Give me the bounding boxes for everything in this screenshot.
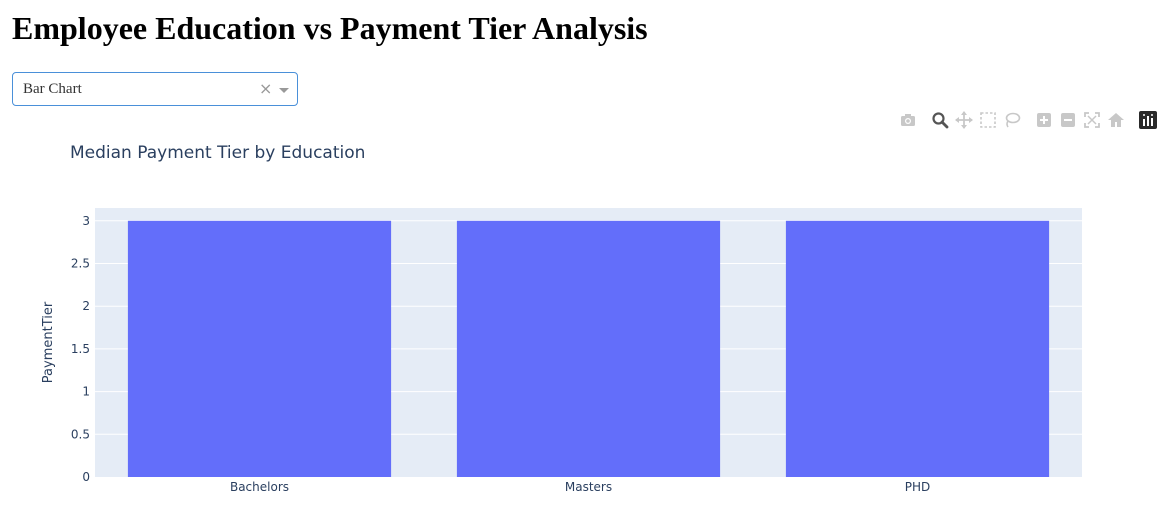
y-tick-label: 2 bbox=[82, 299, 90, 313]
y-tick-label: 1.5 bbox=[71, 342, 90, 356]
y-tick-label: 3 bbox=[82, 214, 90, 228]
chart-title: Median Payment Tier by Education bbox=[70, 143, 365, 163]
bars bbox=[127, 220, 1050, 478]
bar-bachelors[interactable] bbox=[127, 220, 392, 478]
x-tick-labels: Bachelors Masters PHD bbox=[230, 480, 930, 494]
y-axis-label: PaymentTier bbox=[41, 301, 56, 383]
zoom-icon[interactable] bbox=[930, 110, 950, 130]
pan-icon[interactable] bbox=[954, 110, 974, 130]
box-select-icon[interactable] bbox=[978, 110, 998, 130]
zoom-out-icon[interactable] bbox=[1058, 110, 1078, 130]
zoom-in-icon[interactable] bbox=[1034, 110, 1054, 130]
plotly-logo-icon[interactable] bbox=[1138, 110, 1158, 130]
x-tick-label: Bachelors bbox=[230, 480, 289, 494]
bar-chart: Median Payment Tier by Education 0 0.5 1 1.… bbox=[41, 143, 1082, 494]
modebar bbox=[896, 110, 1160, 132]
y-tick-label: 0.5 bbox=[71, 427, 90, 441]
chart-type-dropdown[interactable]: Bar Chart × bbox=[12, 72, 298, 106]
y-tick-labels: 0 0.5 1 1.5 2 2.5 3 bbox=[71, 214, 90, 484]
camera-icon[interactable] bbox=[898, 110, 918, 130]
bar-phd[interactable] bbox=[785, 220, 1050, 478]
y-tick-label: 2.5 bbox=[71, 257, 90, 271]
x-tick-label: PHD bbox=[905, 480, 931, 494]
x-tick-label: Masters bbox=[565, 480, 612, 494]
chevron-down-icon[interactable] bbox=[279, 88, 289, 93]
y-tick-label: 1 bbox=[82, 385, 90, 399]
lasso-select-icon[interactable] bbox=[1002, 110, 1022, 130]
bar-masters[interactable] bbox=[456, 220, 721, 478]
y-tick-label: 0 bbox=[82, 470, 90, 484]
autoscale-icon[interactable] bbox=[1082, 110, 1102, 130]
reset-axes-icon[interactable] bbox=[1106, 110, 1126, 130]
clear-icon[interactable]: × bbox=[259, 79, 273, 98]
page-title: Employee Education vs Payment Tier Analy… bbox=[12, 10, 648, 46]
dropdown-selected-value: Bar Chart bbox=[23, 81, 82, 97]
